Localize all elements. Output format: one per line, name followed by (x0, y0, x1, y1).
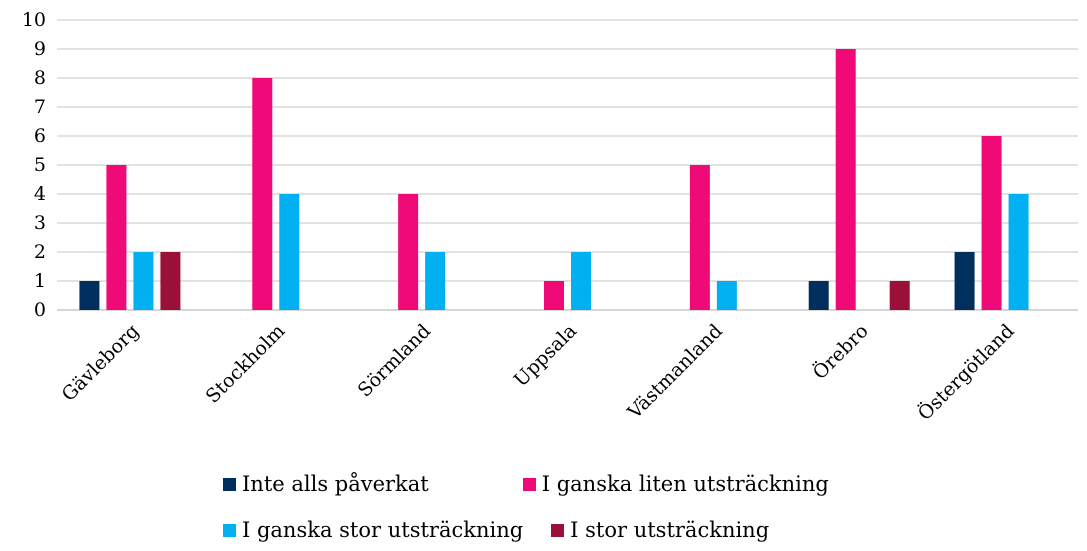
y-tick-label: 10 (22, 9, 46, 31)
bars (79, 49, 1029, 310)
bar (544, 281, 564, 310)
legend-swatch (551, 523, 565, 537)
gridlines (57, 19, 1078, 311)
bar (571, 252, 591, 310)
bar (252, 78, 273, 310)
bar (716, 281, 737, 310)
legend-swatch (522, 477, 536, 491)
bar (79, 281, 100, 310)
y-tick-label: 8 (34, 67, 46, 89)
legend-row-2: I ganska stor utsträckning I stor utsträ… (223, 518, 797, 542)
bar-chart: 0 1 2 3 4 5 6 7 8 9 10 Gävleborg Stockholm Sörmland U… (22, 9, 1078, 425)
bar (835, 49, 856, 310)
x-tick-label: Stockholm (202, 320, 290, 408)
x-tick-label: Gävleborg (58, 320, 144, 406)
x-tick-label: Västmanland (623, 320, 727, 424)
bar (1008, 194, 1029, 310)
bar (981, 136, 1002, 310)
bar (689, 165, 710, 310)
x-tick-label: Östergötland (913, 319, 1019, 425)
bar (160, 252, 181, 310)
legend-row-1: Inte alls påverkat I ganska liten utsträ… (223, 472, 857, 496)
bar (279, 194, 300, 310)
legend-item-ganska-stor: I ganska stor utsträckning (223, 518, 523, 542)
bar (954, 252, 975, 310)
legend-swatch (223, 477, 236, 491)
bar (106, 165, 127, 310)
x-tick-label: Uppsala (510, 320, 581, 391)
bar (398, 194, 419, 310)
y-tick-label: 2 (34, 241, 46, 263)
y-tick-label: 0 (34, 299, 46, 321)
bar (425, 252, 446, 310)
legend-label: I stor utsträckning (570, 518, 770, 542)
y-tick-label: 3 (34, 212, 46, 234)
bar (133, 252, 154, 310)
legend-label: I ganska stor utsträckning (242, 518, 524, 542)
x-axis: Gävleborg Stockholm Sörmland Uppsala Västman… (58, 319, 1019, 425)
y-axis: 0 1 2 3 4 5 6 7 8 9 10 (22, 9, 46, 321)
legend-item-inte-alls: Inte alls påverkat (223, 472, 429, 496)
legend-item-ganska-liten: I ganska liten utsträckning (522, 472, 829, 496)
y-tick-label: 7 (34, 96, 46, 118)
y-tick-label: 5 (34, 154, 46, 176)
x-tick-label: Örebro (808, 319, 873, 384)
bar (808, 281, 829, 310)
y-tick-label: 9 (34, 38, 46, 60)
legend-item-stor: I stor utsträckning (551, 518, 769, 542)
x-tick-label: Sörmland (354, 320, 436, 402)
y-tick-label: 1 (34, 270, 46, 292)
legend-label: I ganska liten utsträckning (541, 472, 829, 496)
legend-swatch (223, 523, 236, 537)
y-tick-label: 4 (34, 183, 46, 205)
bar (889, 281, 910, 310)
legend-label: Inte alls påverkat (242, 472, 429, 496)
y-tick-label: 6 (34, 125, 46, 147)
